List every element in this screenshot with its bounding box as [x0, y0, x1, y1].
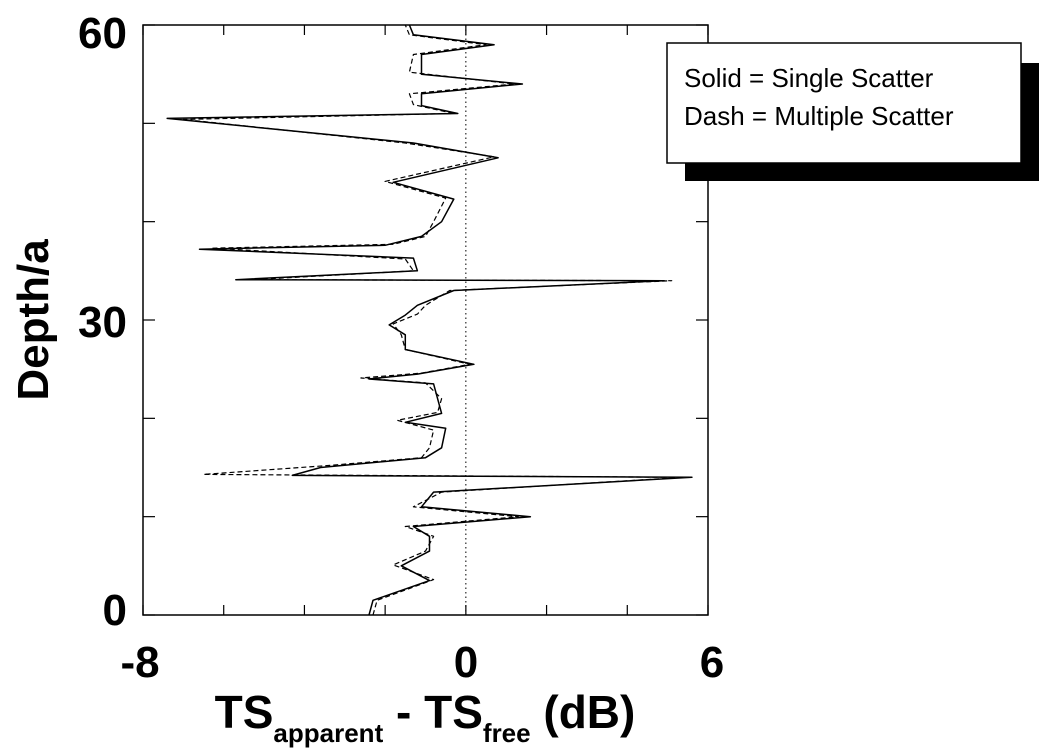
- y-tick-label-60: 60: [78, 9, 127, 58]
- y-tick-label-0: 0: [103, 586, 127, 635]
- series-layer: [166, 24, 693, 616]
- series-line-multiple-scatter: [182, 24, 685, 616]
- legend-box: [666, 42, 1022, 164]
- x-tick-label-0: 0: [454, 638, 478, 687]
- y-axis-label: Depth/a: [9, 239, 58, 401]
- x-label-ts-2: - TS: [383, 686, 483, 738]
- x-label-sub-free: free: [483, 718, 531, 748]
- series-line-single-scatter: [166, 24, 693, 616]
- x-tick-label-neg8: -8: [120, 638, 159, 687]
- legend: Solid = Single Scatter Dash = Multiple S…: [666, 42, 1039, 181]
- x-label-ts-1: TS: [215, 686, 274, 738]
- x-tick-label-6: 6: [700, 638, 724, 687]
- y-tick-label-30: 30: [78, 298, 127, 347]
- legend-entry-dash: Dash = Multiple Scatter: [684, 101, 954, 131]
- x-label-units: (dB): [531, 686, 636, 738]
- legend-entry-solid: Solid = Single Scatter: [684, 63, 934, 93]
- x-label-sub-apparent: apparent: [273, 718, 383, 748]
- x-axis-label: TSapparent - TSfree (dB): [215, 686, 636, 748]
